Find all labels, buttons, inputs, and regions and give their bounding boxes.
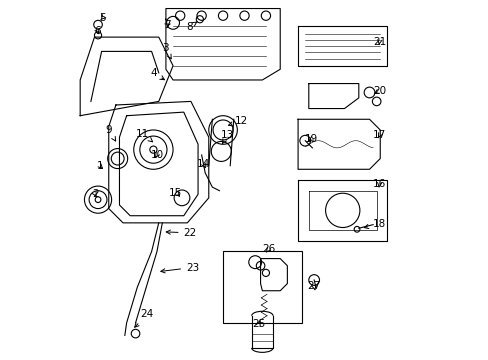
- Text: 13: 13: [220, 130, 233, 144]
- Text: 14: 14: [196, 159, 210, 169]
- Text: 11: 11: [136, 129, 152, 142]
- Text: 6: 6: [94, 26, 101, 36]
- Text: 17: 17: [372, 130, 386, 140]
- Text: 4: 4: [150, 68, 164, 80]
- Text: 8: 8: [185, 22, 197, 32]
- Text: 16: 16: [372, 179, 386, 189]
- Text: 15: 15: [169, 188, 182, 198]
- Text: 23: 23: [161, 262, 199, 273]
- Text: 25: 25: [252, 319, 265, 329]
- Text: 12: 12: [228, 116, 248, 126]
- Text: 7: 7: [164, 20, 171, 30]
- Text: 9: 9: [105, 125, 115, 141]
- Text: 18: 18: [364, 219, 386, 229]
- Text: 10: 10: [150, 150, 163, 160]
- Text: 2: 2: [92, 189, 98, 199]
- Text: 22: 22: [166, 228, 197, 238]
- Text: 19: 19: [305, 134, 318, 144]
- Text: 24: 24: [134, 309, 154, 327]
- Text: 21: 21: [372, 37, 386, 47]
- Text: 26: 26: [262, 244, 275, 254]
- Text: 5: 5: [99, 13, 106, 23]
- Text: 20: 20: [372, 86, 386, 96]
- Text: 3: 3: [162, 43, 171, 59]
- Text: 1: 1: [96, 161, 103, 171]
- Text: 27: 27: [307, 282, 320, 292]
